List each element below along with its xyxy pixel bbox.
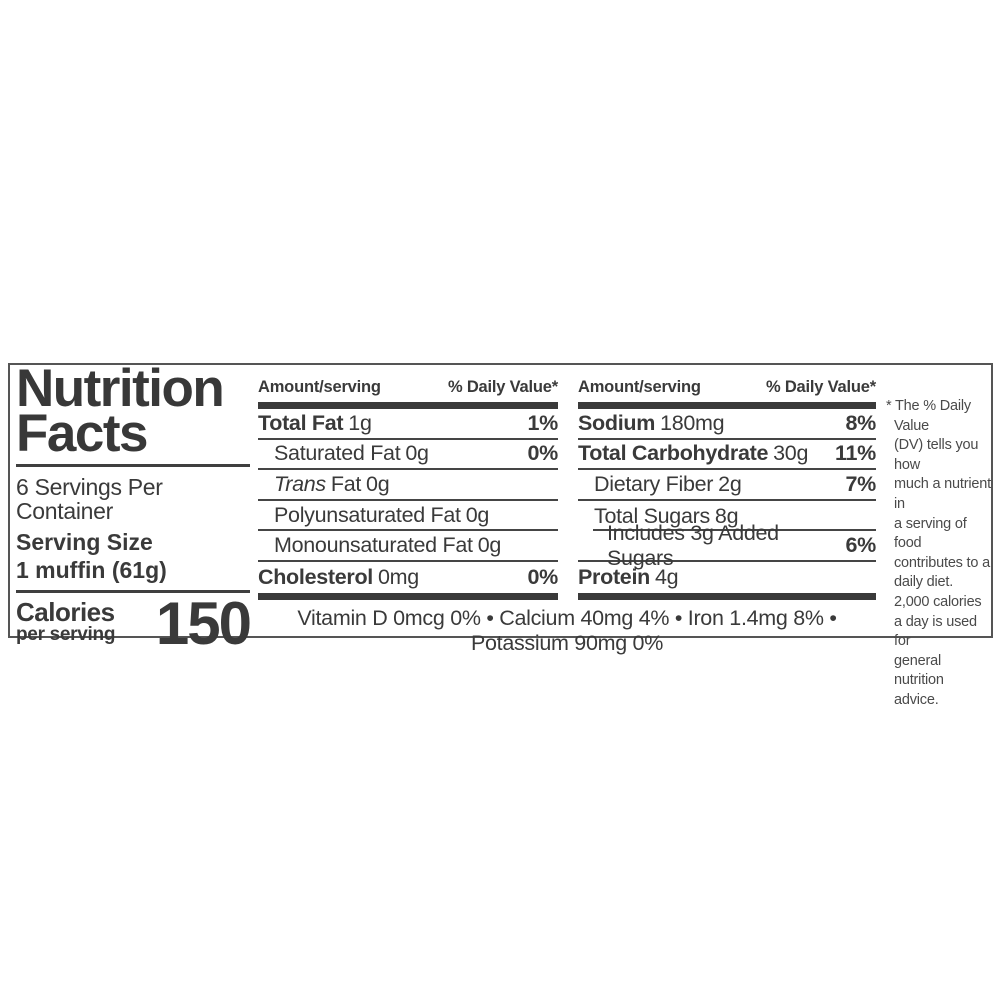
nutrient-name-italic: Trans (274, 471, 326, 496)
micronutrients-line: Vitamin D 0mcg 0% • Calcium 40mg 4% • Ir… (297, 606, 837, 655)
label-title-line2: Facts (16, 404, 148, 463)
serving-size-label: Serving Size (16, 529, 153, 555)
nutrient-amount: 8g (714, 503, 739, 528)
nutrient-amount: 180mg (660, 410, 725, 435)
nutrient-name: Protein (578, 564, 650, 589)
nutrient-row-total-carbohydrate: Total Carbohydrate 30g 11% (578, 440, 876, 471)
nutrient-row-saturated-fat: Saturated Fat 0g 0% (258, 440, 558, 471)
nutrient-row-sodium: Sodium 180mg 8% (578, 409, 876, 440)
daily-value: 8% (845, 410, 877, 435)
nutrient-column-fats: Amount/serving % Daily Value* Total Fat … (258, 365, 558, 600)
nutrient-name: Polyunsaturated Fat (274, 502, 461, 527)
nutrient-name: Includes 3g Added Sugars (607, 520, 779, 570)
nutrient-amount: 2g (718, 471, 742, 496)
nutrition-facts-label: Nutrition Facts 6 Servings Per Container… (8, 362, 993, 708)
nutrient-amount: 1g (348, 410, 372, 435)
nutrient-amount: 0g (465, 502, 490, 527)
column-header: Amount/serving % Daily Value* (258, 365, 558, 397)
nutrient-row-protein: Protein 4g (578, 562, 876, 593)
column-header: Amount/serving % Daily Value* (578, 365, 876, 397)
nutrient-row-total-fat: Total Fat 1g 1% (258, 409, 558, 440)
nutrient-name: Monounsaturated Fat (274, 533, 473, 558)
nutrient-name: Saturated Fat (274, 441, 401, 466)
nutrient-row-cholesterol: Cholesterol 0mg 0% (258, 562, 558, 593)
calories-value: 150 (155, 590, 252, 657)
nutrient-row-total-sugars: Total Sugars 8g (578, 501, 876, 532)
nutrient-name: Sodium (578, 410, 656, 435)
calories-sublabel: per serving (16, 624, 116, 645)
nutrient-column-carbs: Amount/serving % Daily Value* Sodium 180… (578, 365, 876, 600)
column-header-dv: % Daily Value* (447, 378, 558, 396)
thick-bar (258, 592, 558, 600)
daily-value-footnote: * The % Daily Value (DV) tells you how m… (886, 398, 991, 708)
thick-bar (578, 402, 876, 409)
column-header-dv: % Daily Value* (765, 378, 876, 396)
nutrient-name: Total Fat (258, 410, 344, 435)
divider (16, 464, 250, 467)
nutrient-name: Fat (330, 471, 362, 496)
nutrient-amount: 0g (366, 471, 390, 496)
daily-value: 11% (835, 441, 876, 466)
column-header-amount: Amount/serving (578, 378, 701, 396)
daily-value: 1% (527, 410, 559, 435)
label-title: Nutrition Facts (16, 359, 250, 463)
nutrient-amount: 4g (654, 564, 679, 589)
nutrient-name: Cholesterol (258, 564, 373, 589)
nutrient-name: Total Sugars (594, 503, 710, 528)
nutrient-row-trans-fat: Trans Fat 0g (258, 470, 558, 501)
thick-bar (578, 592, 876, 600)
calories-label-group: Calories per serving (16, 597, 116, 645)
nutrient-row-monounsaturated-fat: Monounsaturated Fat 0g (258, 531, 558, 562)
nutrient-row-added-sugars: Includes 3g Added Sugars 6% (578, 521, 877, 570)
thick-bar (258, 402, 558, 409)
divider (16, 590, 250, 593)
column-header-amount: Amount/serving (258, 378, 381, 396)
nutrient-amount: 0g (477, 533, 502, 558)
daily-value: 6% (845, 533, 877, 558)
servings-per-container: 6 Servings Per Container (16, 474, 163, 524)
daily-value: 7% (845, 471, 877, 496)
nutrient-name: Total Carbohydrate (578, 441, 769, 466)
nutrient-amount: 30g (773, 441, 809, 466)
calories-row: Calories per serving 150 (16, 590, 252, 657)
daily-value: 0% (527, 564, 559, 589)
nutrient-row-dietary-fiber: Dietary Fiber 2g 7% (578, 470, 876, 501)
nutrient-row-polyunsaturated-fat: Polyunsaturated Fat 0g (258, 501, 558, 532)
calories-label: Calories (16, 597, 115, 627)
label-title-line1: Nutrition (16, 359, 225, 418)
label-identity-panel: Nutrition Facts 6 Servings Per Container… (16, 359, 252, 657)
serving-size-value: 1 muffin (61g) (16, 557, 167, 583)
nutrient-amount: 0mg (377, 564, 419, 589)
daily-value: 0% (527, 441, 559, 466)
nutrient-name: Dietary Fiber (594, 471, 714, 496)
nutrient-amount: 0g (405, 441, 429, 466)
indented-divider (593, 529, 876, 532)
